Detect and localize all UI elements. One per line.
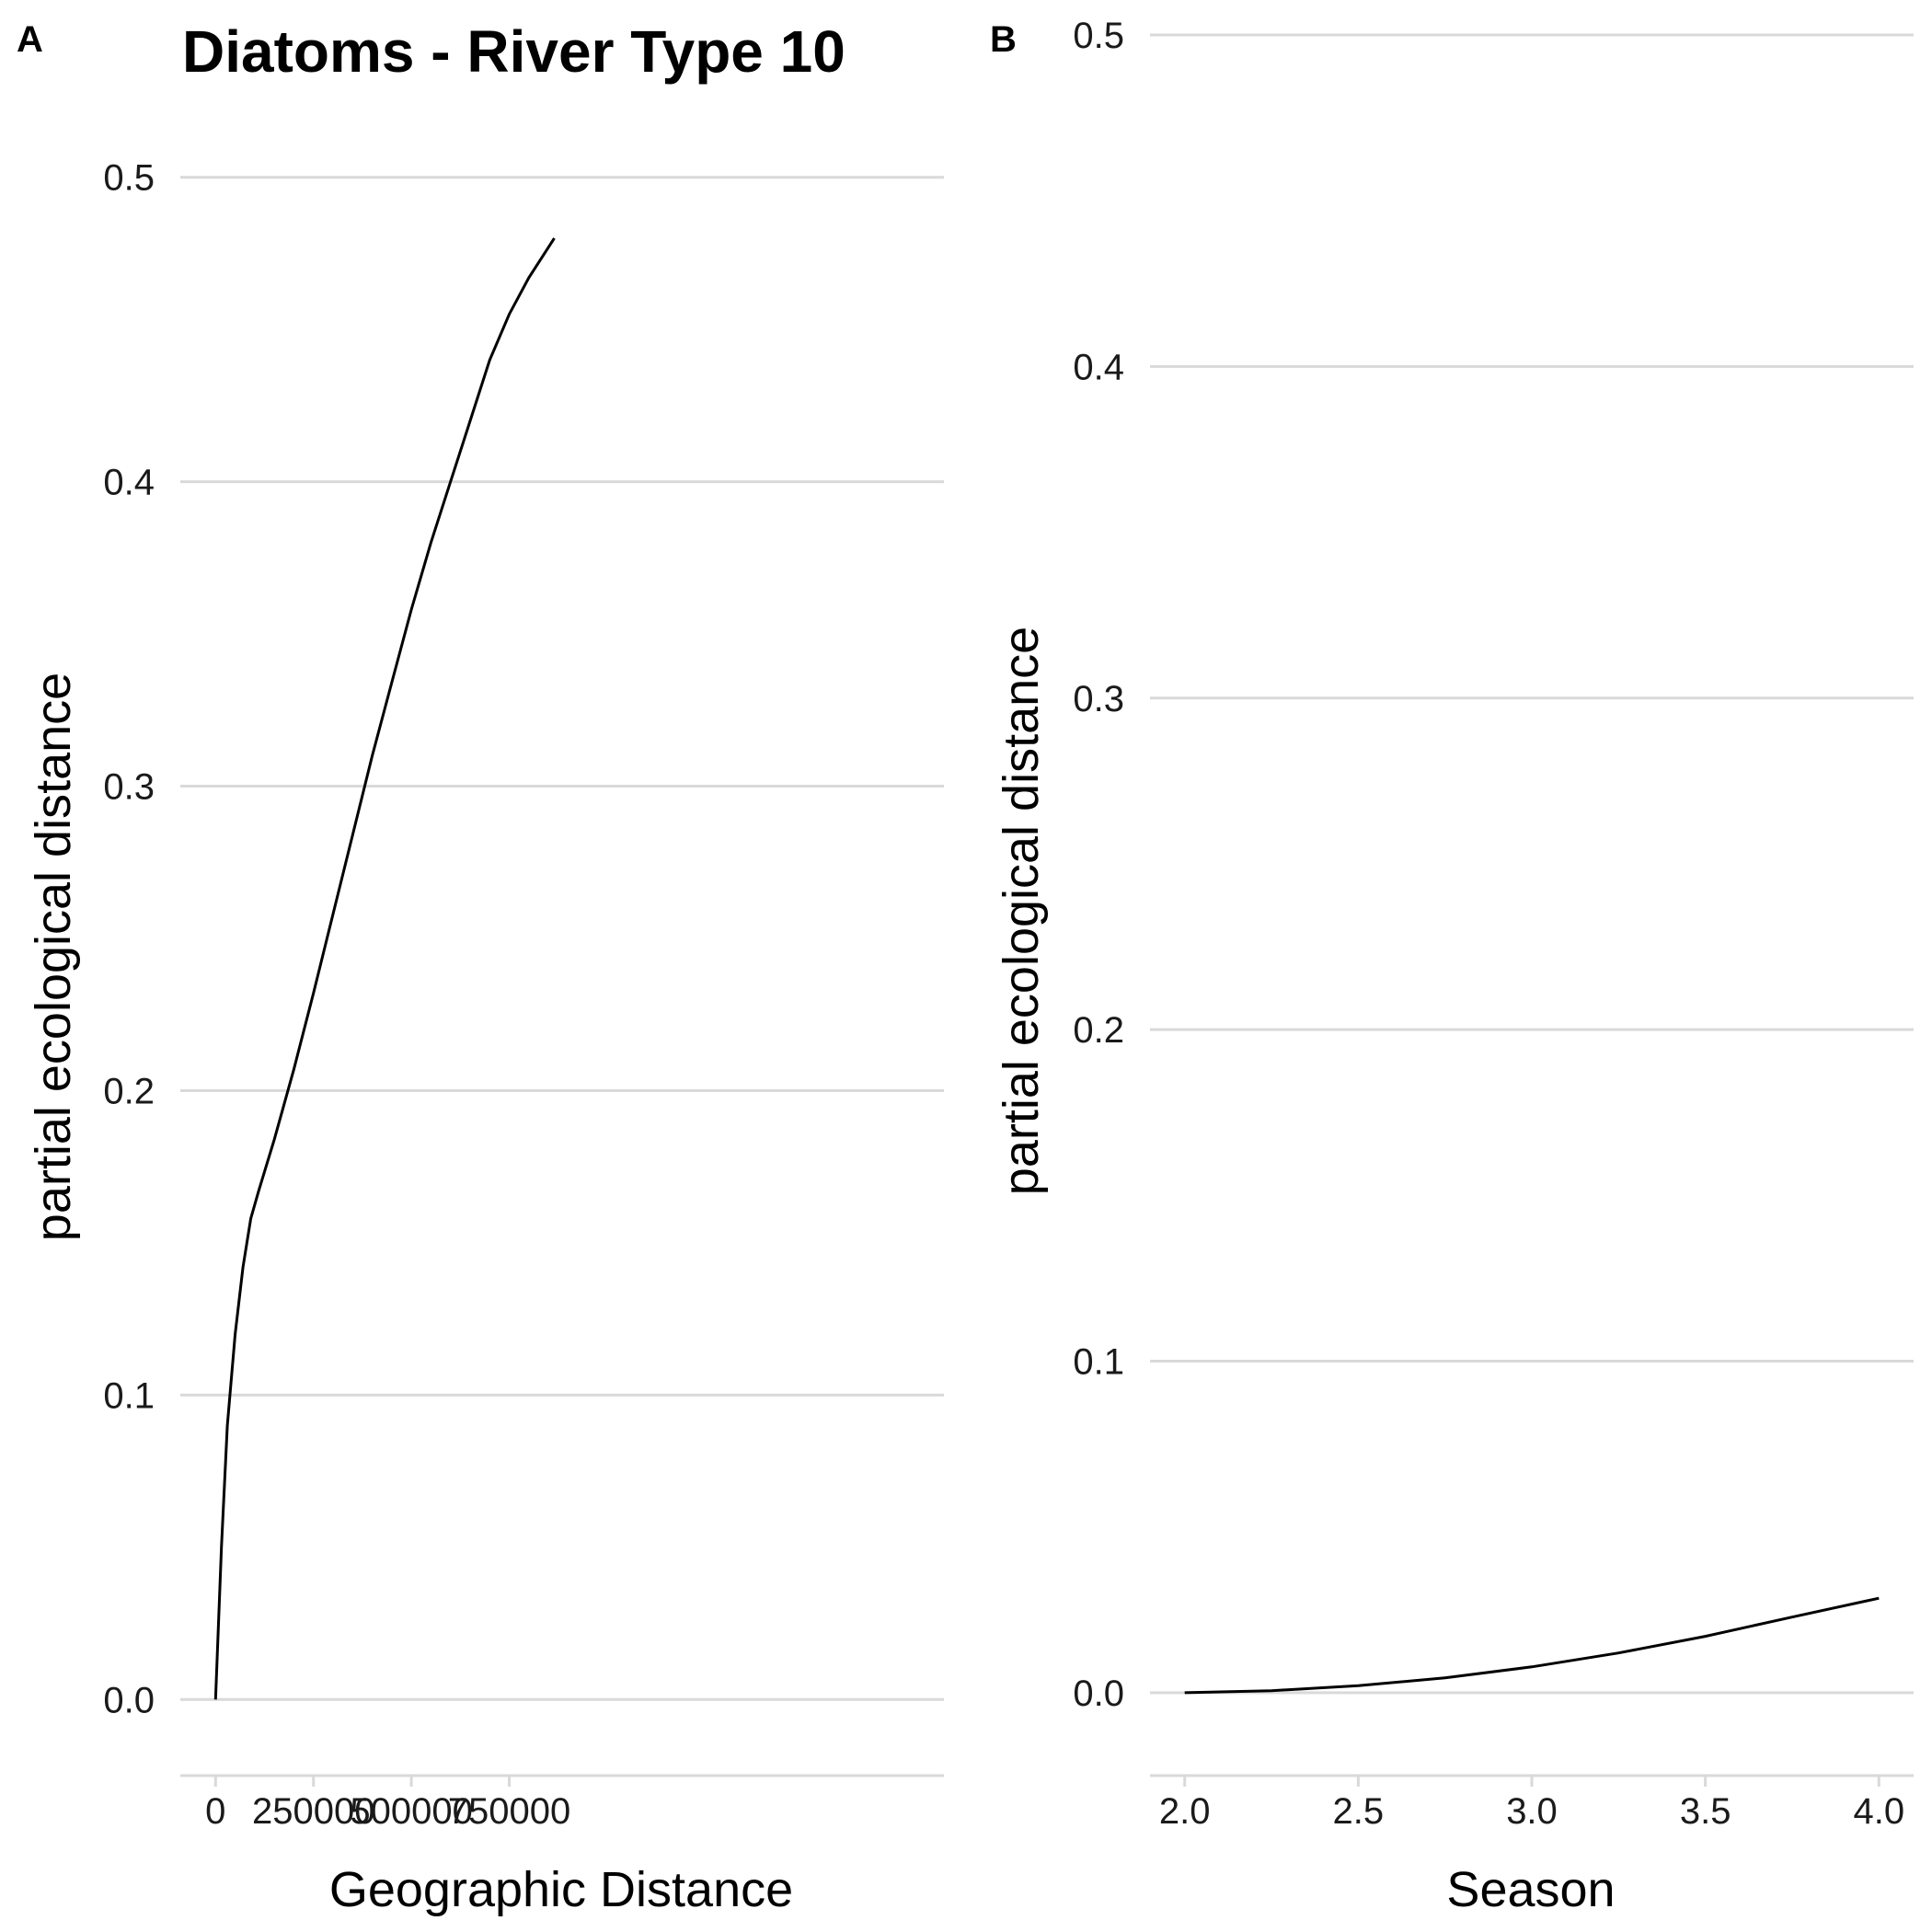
panel-a-series-line [213,237,556,1700]
panel-b-y-axis-title: partial ecological distance [994,627,1049,1195]
panel-b: B 0.0 0.1 0.2 0.3 0.4 0.5 2.0 2.5 3.0 3.5 4.0 Sea… [990,16,1914,1917]
panel-a-y-tick-label: 0.2 [103,1071,155,1111]
panel-b-y-tick-label: 0.0 [1073,1673,1124,1714]
panel-b-y-tick-label: 0.4 [1073,347,1124,387]
panel-b-series-line [1184,1596,1880,1695]
panel-b-x-tick-label: 2.5 [1333,1791,1385,1832]
panel-a-y-tick-label: 0.1 [103,1375,155,1416]
panel-a-gridlines [180,176,944,1701]
panel-b-gridlines [1150,33,1914,1695]
panel-b-x-tick-label: 4.0 [1853,1791,1904,1832]
panel-a-y-tick-labels: 0.0 0.1 0.2 0.3 0.4 0.5 [103,158,155,1721]
panel-a-y-axis-title: partial ecological distance [26,673,81,1241]
panel-b-y-tick-label: 0.2 [1073,1010,1124,1051]
panel-b-y-tick-label: 0.5 [1073,16,1124,56]
panel-a-y-tick-label: 0.5 [103,158,155,199]
panel-a-x-axis-title: Geographic Distance [329,1862,793,1917]
panel-b-x-tick-labels: 2.0 2.5 3.0 3.5 4.0 [1159,1791,1904,1832]
panel-b-x-axis-title: Season [1446,1862,1615,1917]
panel-b-x-tick-label: 3.0 [1506,1791,1558,1832]
panel-a-y-tick-label: 0.3 [103,767,155,808]
panel-a-x-tick-label: 750000 [448,1791,570,1832]
panel-a-x-tick-label: 0 [205,1791,225,1832]
panel-a-x-tick-label: 250000 [252,1791,374,1832]
panel-b-x-tick-label: 3.5 [1680,1791,1731,1832]
panel-b-label: B [990,19,1017,60]
panel-b-y-tick-label: 0.1 [1073,1342,1124,1383]
panel-b-x-tick-label: 2.0 [1159,1791,1211,1832]
panel-b-axes [1150,1774,1914,1787]
chart-title: Diatoms - River Type 10 [182,18,845,85]
panel-a-axes [180,1774,944,1787]
panel-a: A Diatoms - River Type 10 0.00.10.20.30.… [17,18,944,1917]
panel-a-y-tick-label: 0.4 [103,463,155,503]
panel-a-x-tick-label: 500000 [350,1791,472,1832]
panel-a-y-tick-label: 0.0 [103,1680,155,1720]
panel-b-y-tick-labels: 0.0 0.1 0.2 0.3 0.4 0.5 [1073,16,1124,1714]
panel-a-label: A [17,19,43,60]
panel-b-y-tick-label: 0.3 [1073,679,1124,719]
